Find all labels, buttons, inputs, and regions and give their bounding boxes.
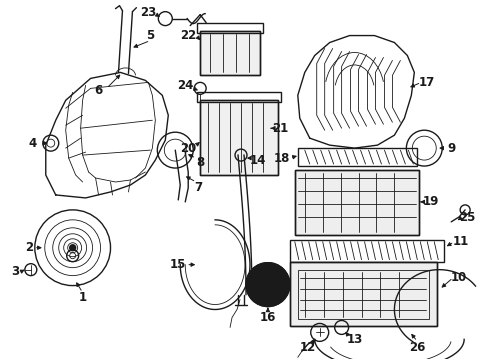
Text: 9: 9 [446, 141, 454, 155]
Bar [200, 100, 277, 175]
Bar [289, 262, 436, 327]
Text: 20: 20 [180, 141, 196, 155]
Bar [200, 31, 260, 75]
Text: 22: 22 [180, 29, 196, 42]
Text: 4: 4 [29, 137, 37, 150]
Circle shape [245, 263, 289, 306]
Text: 2: 2 [25, 241, 33, 254]
Text: 14: 14 [249, 154, 265, 167]
Text: 24: 24 [177, 79, 193, 92]
Text: 19: 19 [422, 195, 439, 208]
Circle shape [69, 245, 76, 251]
Text: 15: 15 [170, 258, 186, 271]
Bar [294, 170, 419, 235]
Text: 18: 18 [273, 152, 289, 165]
Text: 6: 6 [94, 84, 102, 97]
Text: 8: 8 [196, 156, 204, 168]
Bar [197, 23, 263, 32]
Text: 3: 3 [11, 265, 19, 278]
Bar [297, 270, 428, 319]
Bar [297, 148, 416, 166]
Bar [200, 31, 260, 75]
Text: 23: 23 [140, 6, 156, 19]
Text: 10: 10 [450, 271, 467, 284]
Bar [289, 240, 443, 262]
Bar [197, 92, 280, 102]
Text: 5: 5 [146, 29, 154, 42]
Text: 17: 17 [418, 76, 434, 89]
Bar [294, 170, 419, 235]
Bar [289, 262, 436, 327]
Bar [200, 100, 277, 175]
Text: 12: 12 [299, 341, 315, 354]
Text: 11: 11 [452, 235, 468, 248]
Text: 21: 21 [271, 122, 287, 135]
Text: 26: 26 [408, 341, 425, 354]
Text: 1: 1 [79, 291, 86, 304]
Text: 7: 7 [194, 181, 202, 194]
Text: 16: 16 [259, 311, 276, 324]
Text: 25: 25 [458, 211, 474, 224]
Text: 13: 13 [346, 333, 362, 346]
